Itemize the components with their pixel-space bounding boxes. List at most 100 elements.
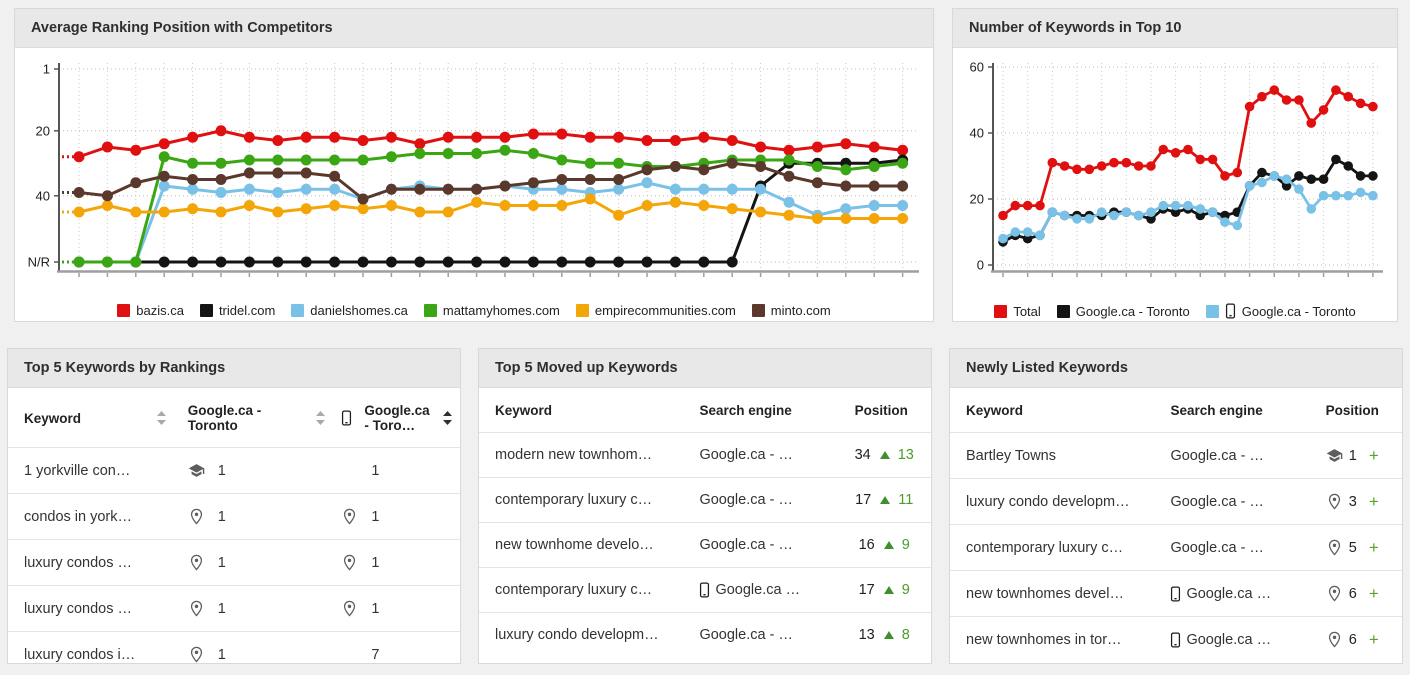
column-label: Keyword xyxy=(24,410,82,426)
table-row[interactable]: contemporary luxury c… Google.ca - … 5 + xyxy=(950,524,1402,571)
table-row[interactable]: luxury condos … 1 1 xyxy=(8,539,460,586)
legend-item[interactable]: minto.com xyxy=(751,303,831,318)
sort-icon[interactable] xyxy=(316,411,326,425)
table-row[interactable]: new townhomes devel… Google.ca … 6 + xyxy=(950,570,1402,617)
legend-label: mattamyhomes.com xyxy=(442,303,560,318)
legend-item[interactable]: tridel.com xyxy=(199,303,275,318)
table-row[interactable]: condos in york… 1 1 xyxy=(8,493,460,540)
rank-value: 1 xyxy=(217,554,226,571)
search-engine-label: Google.ca - … xyxy=(699,492,793,508)
legend-item[interactable]: Google.ca - Toronto xyxy=(1056,303,1190,319)
column-header-desktop-engine[interactable]: Google.ca - Toronto xyxy=(180,388,334,448)
legend-label: empirecommunities.com xyxy=(594,303,736,318)
position-cell: 6 + xyxy=(1302,616,1402,662)
keywords-top10-chart-svg: 0 20 40 60 xyxy=(970,60,1383,277)
add-keyword-button[interactable]: + xyxy=(1368,537,1379,557)
table-row[interactable]: luxury condos i… 1 7 xyxy=(8,631,460,663)
y-axis-tick-label: 40 xyxy=(36,188,50,203)
rank-cell: 7 xyxy=(333,631,460,663)
table-row[interactable]: 1 yorkville con… 1 1 xyxy=(8,447,460,494)
avg-ranking-legend: bazis.ca tridel.com danielshomes.ca mattamy… xyxy=(25,303,923,318)
table-row[interactable]: luxury condos … 1 1 xyxy=(8,585,460,632)
location-pin-icon xyxy=(1326,631,1343,648)
search-engine-label: Google.ca … xyxy=(1186,631,1272,648)
position-value: 34 xyxy=(854,447,871,463)
position-value: 6 xyxy=(1348,585,1357,602)
add-keyword-button[interactable]: + xyxy=(1368,445,1379,465)
position-cell: 17 11 xyxy=(831,477,931,523)
column-header-mobile-engine[interactable]: Google.ca - Toro… xyxy=(333,388,460,448)
column-label: Google.ca - Toro… xyxy=(364,403,430,433)
panel-title: Average Ranking Position with Competitor… xyxy=(15,9,933,48)
search-engine-cell: Google.ca - … xyxy=(691,477,832,523)
newly-listed-table: Keyword Search engine Position Bartley T… xyxy=(950,388,1402,662)
search-engine-cell: Google.ca - … xyxy=(691,432,832,478)
legend-item[interactable]: Google.ca - Toronto xyxy=(1205,303,1356,319)
position-value: 17 xyxy=(855,492,872,508)
position-change: 11 xyxy=(898,492,914,508)
keyword-cell: luxury condos i… xyxy=(8,631,180,663)
rank-value: 1 xyxy=(217,508,226,525)
avg-ranking-chart: 1 20 40 N/R bazis.ca tridel.com danielshomes.… xyxy=(15,48,933,318)
y-axis-tick-label: 60 xyxy=(970,60,984,75)
search-engine-label: Google.ca - … xyxy=(699,447,793,463)
up-arrow-icon xyxy=(884,541,894,549)
table-row[interactable]: contemporary luxury c… Google.ca - … 17 11 xyxy=(479,477,931,523)
table-row[interactable]: luxury condo developm… Google.ca - … 13 8 xyxy=(479,612,931,657)
rank-icon-slot xyxy=(188,462,218,479)
legend-item[interactable]: Total xyxy=(994,303,1041,319)
rank-value: 1 xyxy=(371,462,380,479)
legend-item[interactable]: bazis.ca xyxy=(117,303,184,318)
keyword-cell: luxury condo developm… xyxy=(950,478,1163,525)
add-keyword-button[interactable]: + xyxy=(1368,629,1379,649)
sort-icon[interactable] xyxy=(156,411,166,425)
legend-item[interactable]: mattamyhomes.com xyxy=(423,303,560,318)
legend-swatch xyxy=(291,304,305,317)
table-row[interactable]: new townhome develo… Google.ca - … 16 9 xyxy=(479,522,931,568)
mobile-icon xyxy=(1170,586,1181,602)
column-header-keyword[interactable]: Keyword xyxy=(8,388,180,448)
position-cell: 5 + xyxy=(1302,524,1402,571)
y-axis-tick-label: N/R xyxy=(28,255,50,270)
keyword-cell: condos in york… xyxy=(8,493,180,540)
keyword-cell: luxury condo developm… xyxy=(479,612,692,657)
table-row[interactable]: modern new townhom… Google.ca - … 34 13 xyxy=(479,432,931,478)
legend-label: Total xyxy=(1013,303,1041,319)
legend-item[interactable]: empirecommunities.com xyxy=(575,303,736,318)
up-arrow-icon xyxy=(880,451,890,459)
keyword-cell: Bartley Towns xyxy=(950,432,1163,479)
series-total xyxy=(998,85,1378,221)
search-engine-cell: Google.ca - … xyxy=(691,522,832,568)
add-keyword-button[interactable]: + xyxy=(1368,583,1379,603)
legend-label: Google.ca - Toronto xyxy=(1075,303,1190,319)
legend-swatch xyxy=(199,304,213,317)
location-pin-icon xyxy=(341,554,358,571)
legend-item[interactable]: danielshomes.ca xyxy=(291,303,408,318)
position-cell: 13 8 xyxy=(831,612,931,657)
table-row[interactable]: luxury condo developm… Google.ca - … 3 + xyxy=(950,478,1402,525)
location-pin-icon xyxy=(188,508,205,525)
mobile-icon xyxy=(1225,303,1236,319)
series-minto-com xyxy=(62,157,909,205)
table-row[interactable]: Bartley Towns Google.ca - … 1 + xyxy=(950,432,1402,479)
mobile-icon xyxy=(1170,632,1181,648)
legend-label: Google.ca - Toronto xyxy=(1241,303,1356,319)
table-row[interactable]: new townhomes in tor… Google.ca … 6 + xyxy=(950,616,1402,662)
search-engine-cell: Google.ca - … xyxy=(691,612,832,657)
axes: 1 20 40 N/R xyxy=(28,62,919,277)
tables-row: Top 5 Keywords by Rankings Keyword Googl… xyxy=(0,322,1410,664)
panel-title: Top 5 Moved up Keywords xyxy=(479,349,931,388)
top5-rankings-table: Keyword Google.ca - Toronto Google.ca - … xyxy=(8,388,460,663)
table-row[interactable]: contemporary luxury c… Google.ca … 17 9 xyxy=(479,567,931,613)
search-engine-label: Google.ca - … xyxy=(1170,447,1264,464)
keyword-cell: contemporary luxury c… xyxy=(479,567,692,613)
legend-label: danielshomes.ca xyxy=(310,303,408,318)
add-keyword-button[interactable]: + xyxy=(1368,491,1379,511)
sort-icon-active[interactable] xyxy=(443,411,452,425)
position-change: 13 xyxy=(897,447,914,463)
position-value: 16 xyxy=(858,537,875,553)
newly-listed-panel: Newly Listed Keywords Keyword Search eng… xyxy=(949,348,1403,664)
keyword-cell: new townhomes devel… xyxy=(950,570,1163,617)
rank-value: 1 xyxy=(371,508,380,525)
up-arrow-icon xyxy=(884,586,894,594)
